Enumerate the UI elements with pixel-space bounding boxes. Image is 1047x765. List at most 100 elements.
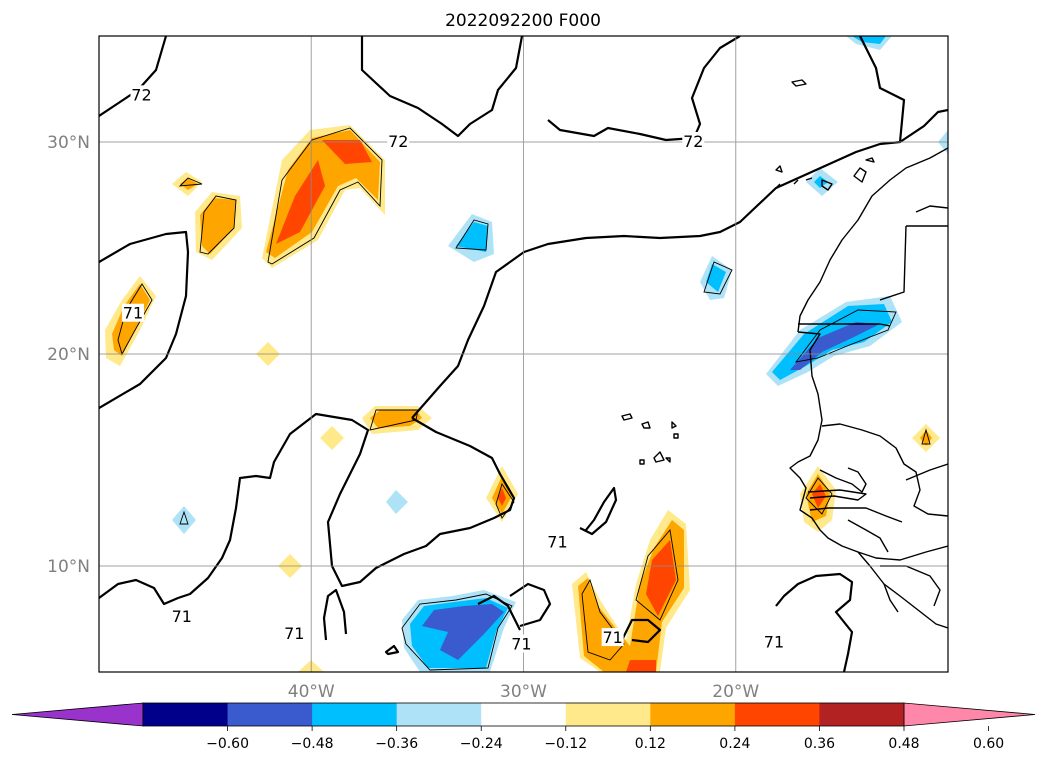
anomaly-outline xyxy=(179,510,189,525)
colorbar-extend-min xyxy=(11,702,144,727)
colorbar-tick-label: 0.60 xyxy=(973,736,1004,752)
anomaly-outline xyxy=(178,177,203,187)
border-line xyxy=(807,489,867,501)
contour-labels: 72 72 72 71 71 71 71 71 71 71 xyxy=(121,85,785,653)
anomaly-region-red xyxy=(626,660,656,672)
border-line xyxy=(879,225,907,301)
contour-label: 71 xyxy=(764,632,784,651)
anomaly-outline xyxy=(401,593,513,671)
border-line xyxy=(798,323,891,327)
anomaly-region-red xyxy=(276,160,325,244)
border-line xyxy=(819,467,867,493)
colorbar-tick-label: 0.24 xyxy=(719,736,750,752)
contour-label: 71 xyxy=(547,533,567,552)
contour-label-background xyxy=(130,85,153,104)
island-madeira xyxy=(775,165,783,173)
island-cape-verde xyxy=(653,451,665,463)
anomaly-region-dark-blue xyxy=(422,604,504,660)
anomaly-outline xyxy=(455,219,489,251)
anomaly-region-red xyxy=(498,488,506,506)
island-cape-verde xyxy=(671,421,677,429)
anomaly-region-orange xyxy=(200,198,236,254)
island-canary xyxy=(853,167,867,183)
anomaly-outline xyxy=(369,409,419,431)
border-line xyxy=(847,519,889,553)
contour-label-background xyxy=(546,532,569,551)
colorbar-segment xyxy=(143,703,229,726)
anomaly-region-light-yellow xyxy=(320,426,344,450)
contour-line xyxy=(322,588,348,641)
axis-tick-labels: 40°W 30°W 20°W 30°N 20°N 10°N xyxy=(47,133,759,702)
colorbar-segment xyxy=(565,703,651,726)
contour-label-background xyxy=(601,628,624,647)
anomaly-outline xyxy=(267,127,383,265)
contour-label: 71 xyxy=(172,607,192,626)
colorbar-tick-label: −0.24 xyxy=(460,736,503,752)
contour-label: 71 xyxy=(511,634,531,653)
coastline-africa-west xyxy=(789,331,948,629)
contour-label: 72 xyxy=(683,132,703,151)
contour-line xyxy=(775,572,854,672)
contour-line xyxy=(899,108,948,143)
anomaly-outline xyxy=(635,528,679,621)
anomaly-outlines xyxy=(117,127,931,671)
contour-line xyxy=(621,618,662,644)
contour-label-background xyxy=(682,132,705,150)
anomaly-region-light-blue xyxy=(386,490,408,514)
colorbar-segment xyxy=(312,703,398,726)
island-cape-verde xyxy=(673,433,679,439)
colorbar-segment xyxy=(481,703,567,726)
border-line xyxy=(905,463,948,481)
x-tick-label: 40°W xyxy=(288,682,335,702)
contour-label-background xyxy=(170,606,193,625)
contour-line xyxy=(360,36,524,138)
colorbar-tick-label: −0.36 xyxy=(375,736,418,752)
anomaly-outline xyxy=(581,578,625,661)
contour-label: 71 xyxy=(284,624,304,643)
anomaly-region-red xyxy=(322,140,372,164)
colorbar-segment xyxy=(819,703,905,726)
anomaly-outline xyxy=(703,261,733,295)
colorbar-tick-label: −0.60 xyxy=(206,736,249,752)
island-canary xyxy=(775,177,833,191)
coastline-africa-north xyxy=(797,147,948,333)
anomaly-region-blue xyxy=(456,222,488,252)
island-cape-verde xyxy=(665,457,671,463)
contour-label: 72 xyxy=(131,85,151,104)
anomaly-region-light-blue xyxy=(172,506,196,534)
contour-label-background xyxy=(387,132,410,150)
colorbar-segment xyxy=(227,703,313,726)
colorbar-segment xyxy=(650,703,736,726)
island-azores xyxy=(791,79,807,87)
y-tick-label: 10°N xyxy=(47,557,90,577)
colorbar: −0.60 −0.48 −0.36 −0.24 −0.12 0.12 0.24 0.36 0.4… xyxy=(11,702,1036,752)
gridlines xyxy=(99,36,948,672)
border-line xyxy=(915,205,948,213)
island-cape-verde xyxy=(621,413,633,421)
anomaly-region-red xyxy=(812,484,826,508)
colorbar-tick-label: −0.48 xyxy=(291,736,334,752)
x-tick-label: 20°W xyxy=(712,682,759,702)
anomaly-region-red xyxy=(646,540,676,616)
anomaly-region-dark-blue xyxy=(790,322,880,370)
contour-line xyxy=(384,644,400,656)
contour-line xyxy=(547,36,741,142)
contour-label-background xyxy=(510,634,533,653)
colorbar-outline xyxy=(142,702,905,727)
contour-line xyxy=(411,36,906,419)
anomaly-outline xyxy=(495,482,515,519)
island-cape-verde xyxy=(639,459,645,465)
border-line xyxy=(821,423,948,517)
island-canary xyxy=(865,157,875,163)
x-tick-label: 30°W xyxy=(500,682,547,702)
border-line xyxy=(809,507,903,523)
colorbar-tick-label: 0.36 xyxy=(804,736,835,752)
anomaly-region-orange xyxy=(370,410,422,428)
contour-label: 72 xyxy=(388,132,408,151)
contour-label-background xyxy=(121,303,144,322)
map-frame xyxy=(98,35,949,673)
chart-title: 2022092200 F000 xyxy=(445,11,601,31)
island-cape-verde xyxy=(641,421,651,429)
border-line xyxy=(883,583,899,613)
colorbar-tick-label: 0.48 xyxy=(888,736,919,752)
